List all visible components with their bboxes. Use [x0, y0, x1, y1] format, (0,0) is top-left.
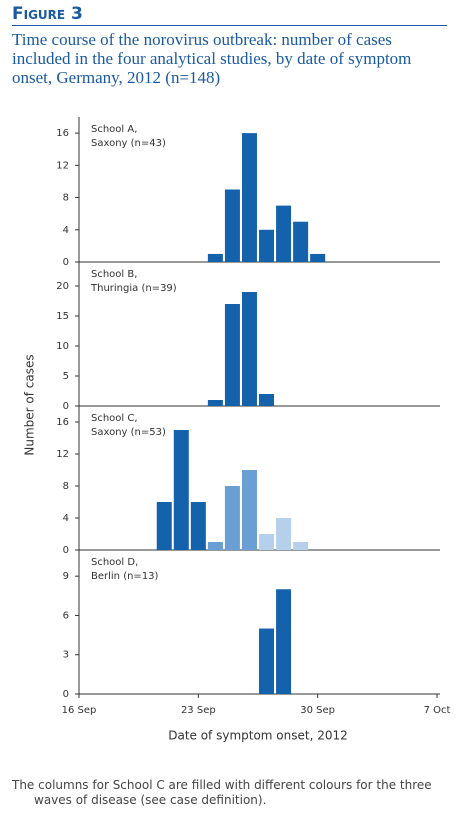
y-tick-label: 0	[63, 401, 69, 412]
bar	[207, 400, 223, 406]
bar	[259, 394, 275, 406]
bar	[293, 542, 309, 550]
panel-label: Thuringia (n=39)	[90, 283, 177, 294]
x-tick-label: 23 Sep	[181, 705, 216, 716]
y-tick-label: 10	[56, 341, 69, 352]
y-tick-label: 20	[56, 281, 69, 292]
footnote: The columns for School C are filled with…	[12, 778, 432, 807]
bar	[241, 470, 257, 550]
y-tick-label: 15	[56, 311, 69, 322]
figure-label: Figure 3	[12, 4, 447, 26]
y-tick-label: 4	[63, 225, 69, 236]
bar	[276, 518, 292, 550]
panel-label: Saxony (n=43)	[91, 138, 166, 149]
bar	[259, 229, 275, 262]
bar	[276, 589, 292, 694]
bar	[207, 253, 223, 262]
y-tick-label: 0	[63, 257, 69, 268]
bar	[310, 253, 326, 262]
panel-label: Saxony (n=53)	[91, 427, 166, 438]
bar	[241, 133, 257, 262]
x-tick-label: 7 Oct	[424, 705, 451, 716]
panel-label: School A,	[91, 124, 137, 135]
bar	[224, 189, 240, 262]
bar	[173, 430, 189, 550]
y-tick-label: 6	[63, 610, 69, 621]
y-tick-label: 3	[63, 650, 69, 661]
bar	[241, 292, 257, 406]
chart: Number of cases Date of symptom onset, 2…	[23, 117, 451, 743]
bar	[190, 502, 206, 550]
y-tick-label: 9	[63, 571, 69, 582]
panel-label: School C,	[91, 413, 138, 424]
bar	[276, 205, 292, 262]
y-tick-label: 16	[56, 128, 69, 139]
bar	[259, 534, 275, 550]
panel-label: School D,	[91, 557, 138, 568]
panel-label: School B,	[91, 269, 137, 280]
bar	[156, 502, 172, 550]
bar	[224, 486, 240, 550]
bar	[207, 542, 223, 550]
x-tick-label: 30 Sep	[300, 705, 335, 716]
y-tick-label: 16	[56, 417, 69, 428]
bar	[293, 221, 309, 262]
y-tick-label: 5	[63, 371, 69, 382]
y-tick-label: 8	[63, 481, 69, 492]
x-tick-label: 16 Sep	[62, 705, 97, 716]
y-tick-label: 8	[63, 193, 69, 204]
y-tick-label: 12	[56, 160, 69, 171]
y-tick-label: 4	[63, 513, 69, 524]
x-axis-label: Date of symptom onset, 2012	[168, 729, 348, 743]
y-tick-label: 12	[56, 449, 69, 460]
y-tick-label: 0	[63, 689, 69, 700]
bar	[224, 304, 240, 406]
bar	[259, 628, 275, 694]
figure-title: Time course of the norovirus outbreak: n…	[12, 30, 412, 87]
y-tick-label: 0	[63, 545, 69, 556]
panel-label: Berlin (n=13)	[91, 571, 159, 582]
y-axis-label: Number of cases	[23, 354, 37, 455]
